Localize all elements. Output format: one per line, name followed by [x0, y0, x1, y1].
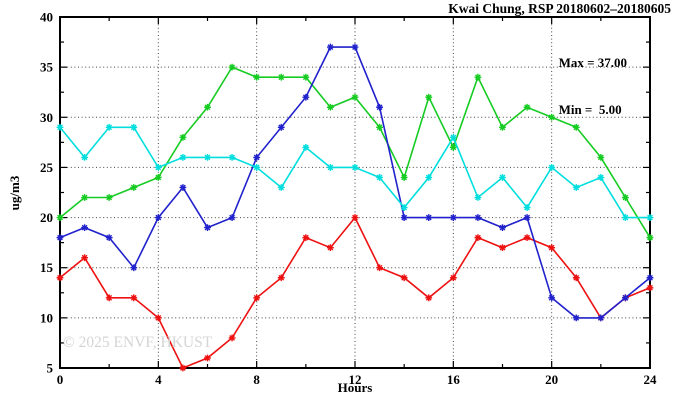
y-tick-label: 20	[40, 210, 53, 225]
blue-series	[56, 43, 654, 322]
y-tick-label: 15	[40, 260, 54, 275]
x-tick-label: 24	[644, 372, 658, 387]
y-tick-label: 30	[40, 110, 53, 125]
max-value-label: Max = 37.00	[558, 55, 627, 70]
y-tick-label: 35	[40, 60, 54, 75]
green-series-markers	[56, 63, 654, 242]
min-value-label: Min = 5.00	[558, 101, 622, 117]
y-tick-label: 5	[47, 361, 54, 376]
cyan-series-markers	[56, 123, 654, 221]
tick-labels: 5 10 15 20 25 30 35 40 0 4 8 12 16 20 24	[40, 10, 657, 388]
stats-box: Max = 37.00 Min = 5.00	[559, 24, 627, 148]
y-tick-label: 10	[40, 310, 53, 325]
x-tick-label: 4	[155, 372, 162, 387]
watermark: © 2025 ENVF, HKUST	[63, 334, 213, 351]
x-tick-label: 0	[57, 372, 64, 387]
x-tick-label: 12	[349, 372, 362, 387]
x-tick-label: 8	[253, 372, 260, 387]
x-axis-label: Hours	[337, 380, 373, 395]
x-tick-label: 16	[447, 372, 461, 387]
blue-series-markers	[56, 43, 654, 322]
y-tick-label: 40	[40, 10, 53, 25]
chart-title: Kwai Chung, RSP 20180602–20180605	[448, 1, 671, 16]
y-axis-label: ug/m3	[7, 175, 22, 211]
cyan-series	[56, 123, 654, 221]
green-series	[56, 63, 654, 242]
x-tick-label: 20	[545, 372, 558, 387]
y-tick-label: 25	[40, 160, 54, 175]
